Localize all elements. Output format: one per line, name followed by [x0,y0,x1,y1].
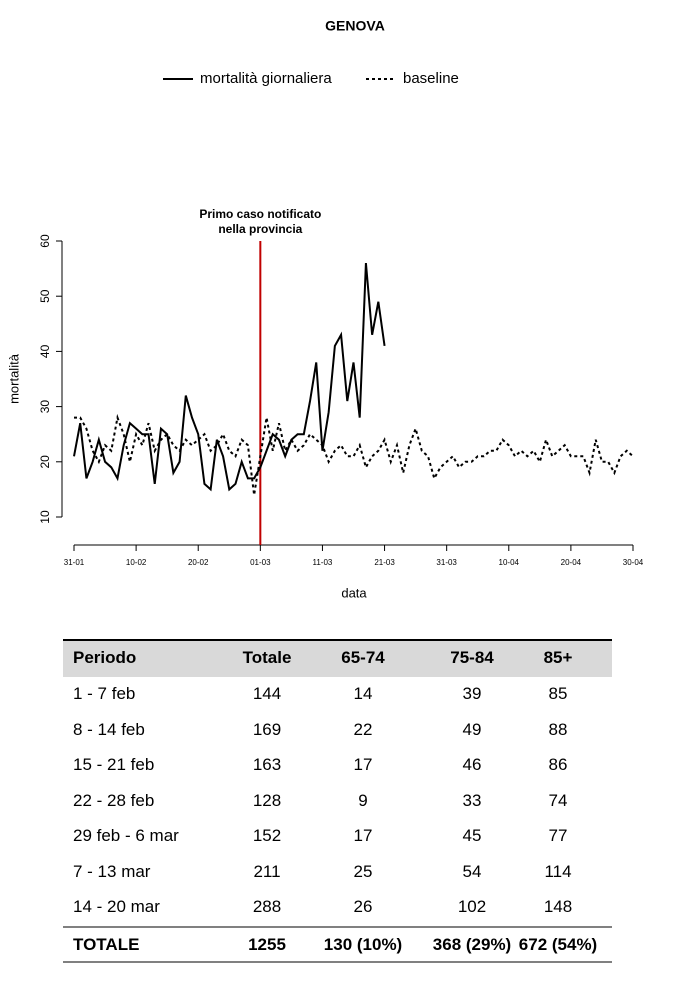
table-cell: TOTALE [73,935,140,954]
table-cell: 9 [358,790,368,810]
x-tick-label: 31-01 [64,558,85,567]
table-cell: 25 [353,861,373,881]
table-cell: 39 [462,684,482,703]
y-tick-label: 30 [38,400,52,414]
legend-label: mortalità giornaliera [200,70,332,87]
x-tick-label: 20-02 [188,558,209,567]
table-cell: 77 [548,826,568,845]
table-cell: 75-84 [450,648,494,667]
table-cell: 54 [462,861,482,881]
table-cell: 114 [544,861,572,881]
table-cell: 102 [457,897,487,916]
table-cell: 26 [353,897,373,916]
series-line [73,262,386,492]
x-tick-label: 21-03 [374,558,395,567]
table-cell: 7 - 13 mar [73,861,151,881]
table-cell: 368 (29%) [432,935,512,954]
x-tick-label: 11-03 [313,558,333,567]
table-cell: 22 - 28 feb [73,790,155,810]
table-cell: 672 (54%) [518,935,598,954]
table-cell: 169 [252,719,282,739]
table-cell: 1255 [248,935,286,954]
table-cell: Totale [242,648,292,667]
table-cell: 15 - 21 feb [73,755,155,774]
table-cell: 33 [462,790,482,810]
table-cell: 148 [543,897,573,916]
x-tick-label: 10-02 [126,558,147,567]
x-tick-label: 10-04 [499,558,520,567]
y-tick-label: 20 [38,455,52,469]
table-cell: 17 [353,755,373,774]
y-tick-label: 40 [38,344,52,358]
table-cell: 152 [252,826,282,845]
table-cell: 8 - 14 feb [73,719,145,739]
table-cell: Periodo [73,648,137,667]
y-axis-label: mortalità [6,353,21,404]
table-cell: 130 (10%) [323,935,403,954]
event-label: Primo caso notificato [199,207,321,221]
y-tick-label: 60 [38,234,52,248]
table-cell: 74 [548,790,568,810]
table-cell: 14 - 20 mar [73,897,160,916]
table-cell: 88 [548,719,568,739]
x-tick-label: 31-03 [436,558,457,567]
table-cell: 46 [462,755,482,774]
table-cell: 144 [252,684,282,703]
table-cell: 211 [253,861,281,881]
table-cell: 22 [353,719,373,739]
table-cell: 85 [548,684,568,703]
x-tick-label: 30-04 [623,558,644,567]
event-label: nella provincia [218,222,302,236]
table-cell: 29 feb - 6 mar [73,826,179,845]
x-axis-label: data [341,585,367,600]
table-cell: 14 [353,684,373,703]
table-cell: 65-74 [341,648,385,667]
table-cell: 163 [252,755,282,774]
table-cell: 17 [353,826,373,845]
legend-label: baseline [403,70,459,87]
table-cell: 86 [548,755,568,774]
header-bg [63,640,612,677]
chart-title: GENOVA [325,18,385,34]
table-cell: 128 [252,790,282,810]
table-cell: 1 - 7 feb [73,684,136,703]
table-cell: 49 [462,719,482,739]
table-cell: 45 [462,826,482,845]
x-tick-label: 01-03 [250,558,271,567]
table-cell: 85+ [543,648,573,667]
table-cell: 288 [252,897,282,916]
x-tick-label: 20-04 [561,558,582,567]
y-tick-label: 50 [38,289,52,303]
y-tick-label: 10 [38,510,52,524]
